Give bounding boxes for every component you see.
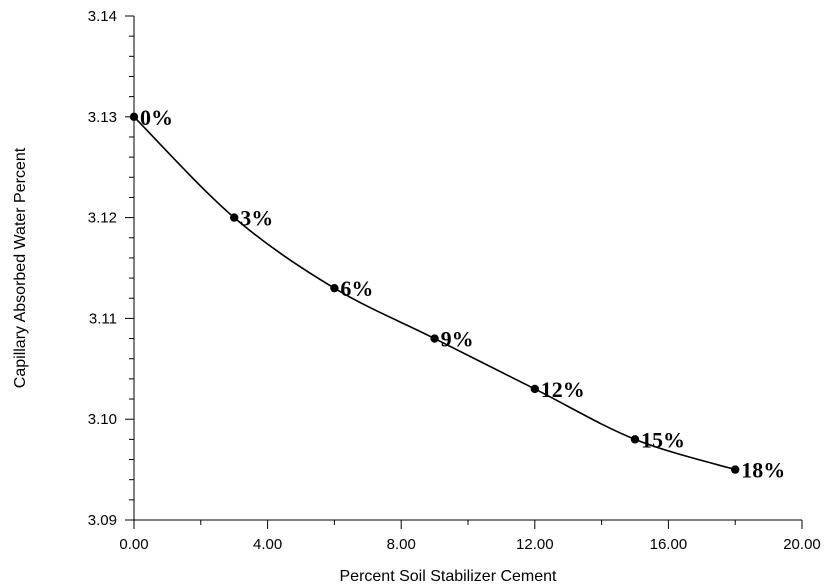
data-point — [330, 283, 339, 293]
data-point — [530, 384, 539, 394]
axes — [133, 16, 802, 521]
ticks: 0.00 4.00 8.00 12.00 16.00 20.00 3.09 3.10 3.11 3… — [88, 8, 821, 553]
x-tick-label: 16.00 — [650, 536, 688, 553]
data-point — [430, 334, 439, 343]
x-tick-label: 20.00 — [783, 536, 821, 553]
y-tick-label: 3.10 — [88, 411, 117, 428]
y-tick-label: 3.11 — [89, 310, 117, 327]
data-point — [731, 465, 740, 474]
series-curve — [133, 116, 736, 471]
y-tick-label: 3.13 — [88, 109, 117, 126]
x-tick-label: 0.00 — [119, 536, 148, 553]
y-tick-label: 3.09 — [88, 512, 117, 529]
data-label: 18% — [741, 458, 785, 483]
x-tick-label: 4.00 — [253, 536, 282, 553]
data-point — [630, 435, 640, 444]
data-point — [230, 213, 239, 222]
y-axis-title: Capillary Absorbed Water Percent — [12, 147, 29, 388]
x-axis-title: Percent Soil Stabilizer Cement — [340, 568, 558, 585]
data-label: 3% — [240, 206, 273, 231]
data-label: 12% — [541, 377, 585, 402]
data-point — [129, 112, 139, 122]
data-label: 9% — [441, 327, 474, 352]
x-tick-label: 12.00 — [516, 536, 554, 553]
data-label: 6% — [340, 276, 373, 301]
data-label: 15% — [641, 427, 685, 452]
y-tick-label: 3.12 — [88, 210, 117, 227]
data-points: 0% 3% 6% 9% 12% 15% 18% — [129, 105, 785, 483]
x-tick-label: 8.00 — [387, 536, 416, 553]
y-tick-label: 3.14 — [88, 8, 117, 25]
data-label: 0% — [140, 105, 173, 130]
